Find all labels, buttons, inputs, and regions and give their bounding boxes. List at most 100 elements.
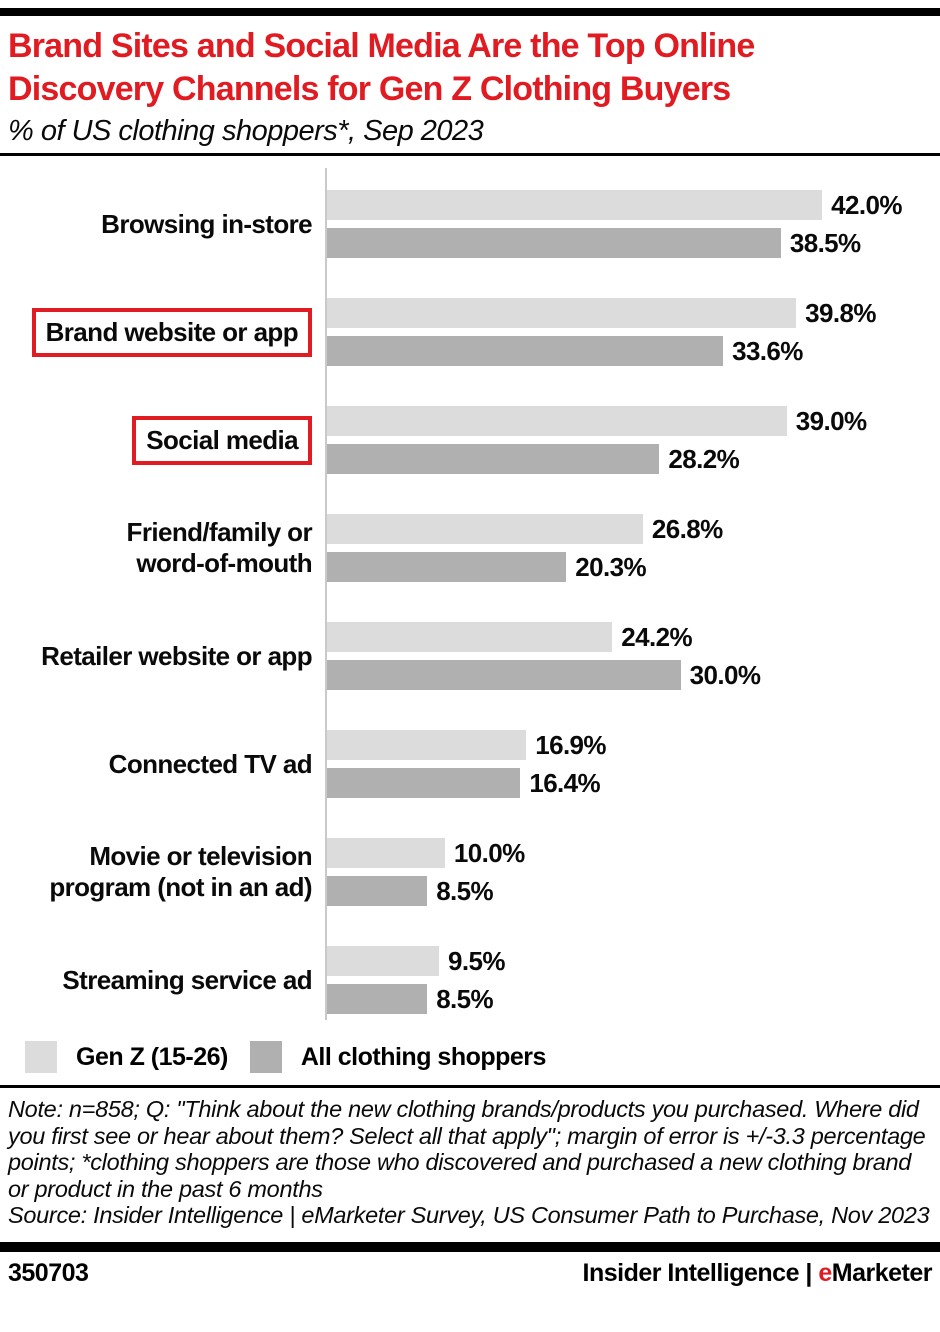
brand-logo: Insider Intelligence | eMarketer [582, 1258, 933, 1288]
value-label: 24.2% [621, 621, 692, 652]
source-text: Source: Insider Intelligence | eMarketer… [8, 1202, 930, 1228]
bar-line: 10.0% [327, 838, 940, 868]
category-label-cell: Retailer website or app [0, 622, 327, 690]
category-label-cell: Brand website or app [0, 298, 327, 366]
footer: 350703 Insider Intelligence | eMarketer [0, 1252, 940, 1288]
value-label: 10.0% [453, 837, 525, 868]
legend-swatch-gen-z [25, 1041, 57, 1073]
bars-cell: 10.0% 8.5% [327, 838, 940, 906]
bar-gen-z [327, 190, 823, 220]
bar-line: 24.2% [327, 622, 940, 652]
legend-item: Gen Z (15-26) [25, 1041, 228, 1073]
value-label: 33.6% [732, 335, 803, 366]
bar-all-shoppers [327, 444, 660, 474]
bar-all-shoppers [327, 228, 781, 258]
value-label: 28.2% [668, 443, 740, 474]
footer-black-bar [0, 1241, 940, 1252]
value-label: 39.0% [795, 405, 867, 436]
page: Brand Sites and Social Media Are the Top… [0, 8, 940, 1288]
chart-row: Browsing in-store 42.0% 38.5% [0, 190, 940, 258]
category-label-cell: Movie or television program (not in an a… [0, 838, 327, 906]
bar-gen-z [327, 622, 613, 652]
bar-all-shoppers [327, 876, 428, 906]
value-label: 9.5% [447, 945, 505, 976]
value-label: 30.0% [689, 659, 761, 690]
category-label: Streaming service ad [62, 964, 312, 995]
legend-swatch-all-shoppers [249, 1041, 282, 1073]
bar-line: 26.8% [327, 514, 940, 544]
legend-item: All clothing shoppers [249, 1041, 547, 1073]
value-label: 16.4% [529, 767, 601, 798]
bar-all-shoppers [327, 660, 681, 690]
bars-cell: 39.8% 33.6% [327, 298, 940, 366]
bar-gen-z [327, 514, 643, 544]
bar-line: 9.5% [327, 946, 940, 976]
bar-gen-z [327, 298, 797, 328]
bars-cell: 26.8% 20.3% [327, 514, 940, 582]
bars-cell: 9.5% 8.5% [327, 946, 940, 1014]
bars-cell: 42.0% 38.5% [327, 190, 940, 258]
bar-chart: Browsing in-store 42.0% 38.5% Brand website… [0, 156, 940, 1030]
chart-row: Retailer website or app 24.2% 30.0% [0, 622, 940, 690]
chart-row: Friend/family or word-of-mouth 26.8% 20.3% [0, 514, 940, 582]
legend: Gen Z (15-26) All clothing shoppers [0, 1030, 940, 1085]
value-label: 8.5% [436, 875, 494, 906]
bar-line: 39.0% [327, 406, 940, 436]
value-label: 42.0% [831, 189, 902, 220]
chart-subtitle: % of US clothing shoppers*, Sep 2023 [8, 115, 484, 147]
baseline-axis [325, 168, 327, 1020]
category-label: Friend/family or word-of-mouth [126, 517, 313, 578]
bar-line: 16.4% [327, 768, 940, 798]
bar-all-shoppers [327, 336, 724, 366]
category-label-cell: Streaming service ad [0, 946, 327, 1014]
category-label: Browsing in-store [101, 208, 312, 239]
brand-insider-intelligence: Insider Intelligence [582, 1258, 800, 1287]
value-label: 16.9% [535, 729, 606, 760]
value-label: 8.5% [436, 983, 494, 1014]
chart-id: 350703 [8, 1258, 89, 1287]
brand-emarketer-e: e [818, 1258, 832, 1287]
legend-label: All clothing shoppers [300, 1042, 547, 1071]
bar-gen-z [327, 946, 439, 976]
bar-line: 38.5% [327, 228, 940, 258]
category-label: Connected TV ad [108, 748, 313, 779]
chart-title: Brand Sites and Social Media Are the Top… [8, 27, 755, 108]
category-label-cell: Social media [0, 406, 327, 474]
category-label: Retailer website or app [41, 640, 312, 671]
bar-all-shoppers [327, 984, 428, 1014]
bar-all-shoppers [327, 768, 521, 798]
bars-cell: 24.2% 30.0% [327, 622, 940, 690]
bars-cell: 16.9% 16.4% [327, 730, 940, 798]
bar-gen-z [327, 406, 787, 436]
bar-line: 42.0% [327, 190, 940, 220]
bar-line: 8.5% [327, 876, 940, 906]
bar-line: 20.3% [327, 552, 940, 582]
bar-all-shoppers [327, 552, 567, 582]
category-label: Movie or television program (not in an a… [49, 841, 312, 902]
chart-row: Movie or television program (not in an a… [0, 838, 940, 906]
value-label: 39.8% [805, 297, 876, 328]
chart-row: Social media 39.0% 28.2% [0, 406, 940, 474]
value-label: 26.8% [651, 513, 723, 544]
top-black-bar [0, 8, 940, 16]
category-label-highlighted: Brand website or app [31, 307, 312, 357]
note-text: Note: n=858; Q: "Think about the new clo… [8, 1096, 926, 1202]
bar-line: 16.9% [327, 730, 940, 760]
header-divider [0, 153, 940, 156]
category-label-highlighted: Social media [132, 415, 312, 465]
category-label-cell: Friend/family or word-of-mouth [0, 514, 327, 582]
value-label: 38.5% [789, 227, 861, 258]
legend-label: Gen Z (15-26) [76, 1042, 228, 1071]
bar-gen-z [327, 838, 445, 868]
chart-rows: Browsing in-store 42.0% 38.5% Brand website… [0, 190, 940, 1014]
brand-separator: | [798, 1258, 819, 1287]
bar-gen-z [327, 730, 527, 760]
category-label-cell: Connected TV ad [0, 730, 327, 798]
chart-row: Brand website or app 39.8% 33.6% [0, 298, 940, 366]
chart-row: Streaming service ad 9.5% 8.5% [0, 946, 940, 1014]
value-label: 20.3% [575, 551, 647, 582]
bar-line: 33.6% [327, 336, 940, 366]
bars-cell: 39.0% 28.2% [327, 406, 940, 474]
brand-emarketer-rest: Marketer [831, 1258, 933, 1287]
bar-line: 30.0% [327, 660, 940, 690]
